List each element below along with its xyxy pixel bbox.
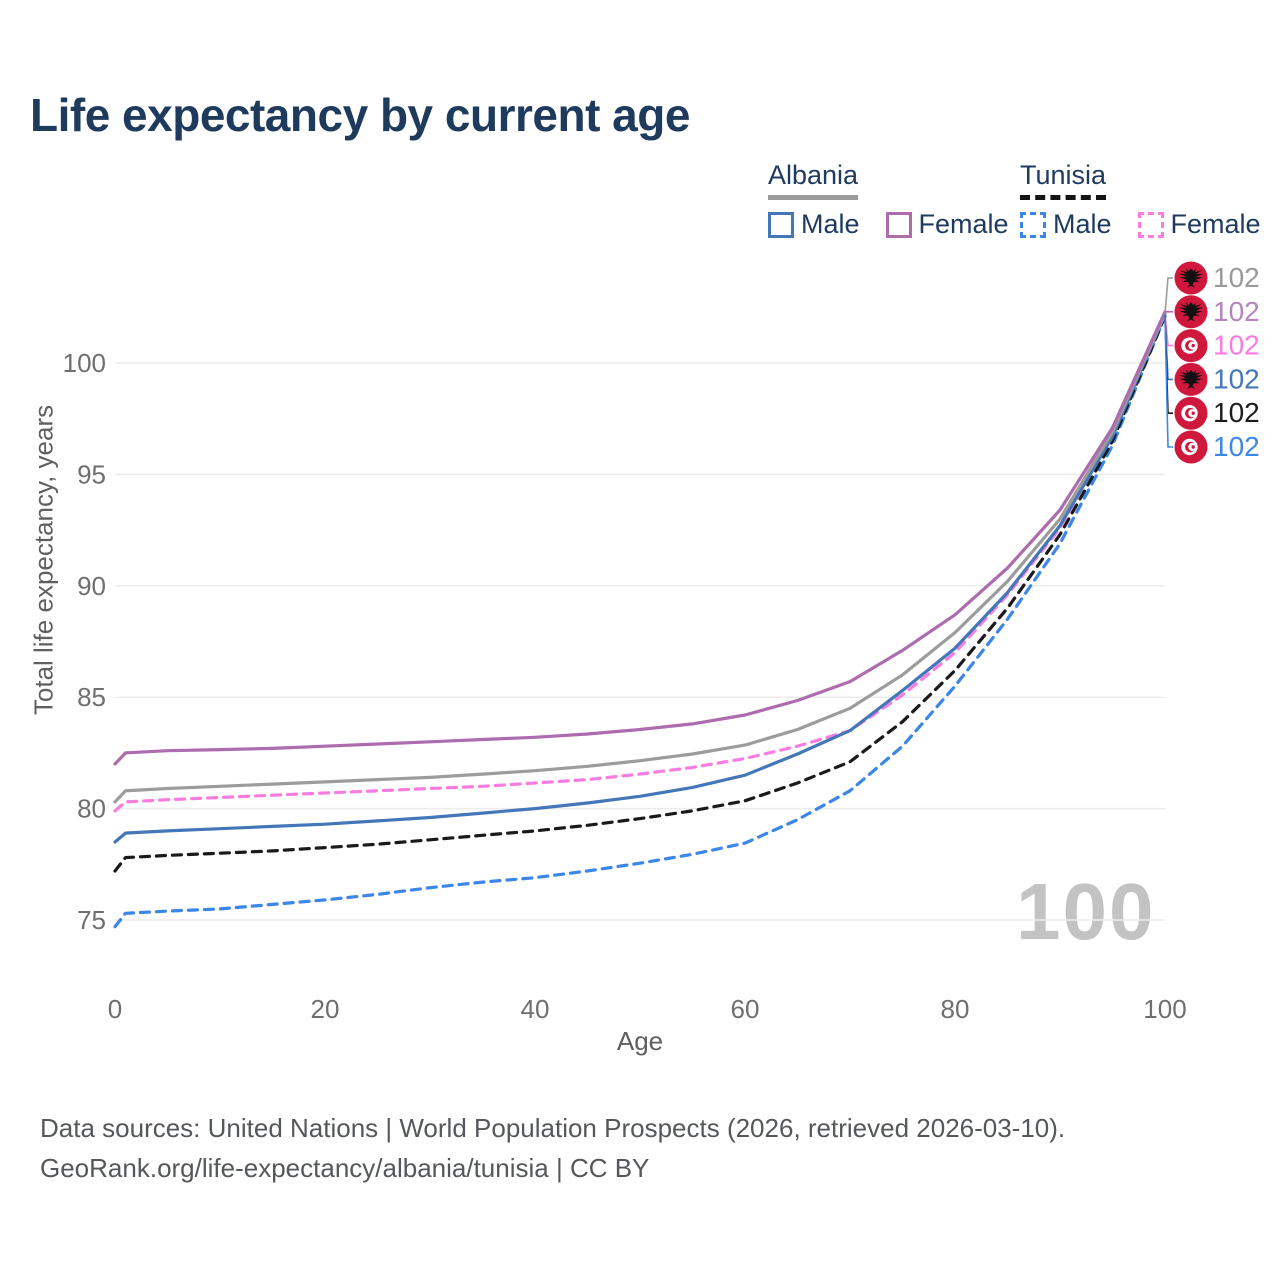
- leader-line-tunisia-male: [1164, 316, 1173, 448]
- series-line-albania-female: [113, 310, 1167, 766]
- x-tick-100: 100: [1143, 994, 1186, 1024]
- tunisia-star: [1191, 411, 1195, 415]
- legend-country-albania[interactable]: Albania: [768, 160, 859, 200]
- x-tick-20: 20: [311, 994, 340, 1024]
- y-tick-95: 95: [77, 459, 106, 489]
- x-tick-40: 40: [521, 994, 550, 1024]
- series-line-tunisia-total: [113, 314, 1167, 873]
- tunisia-star: [1191, 343, 1195, 348]
- albania-eagle-icon: [1179, 369, 1203, 389]
- end-value-albania-total: 102: [1213, 262, 1260, 293]
- y-tick-85: 85: [77, 682, 106, 712]
- leader-line-albania-total: [1164, 277, 1173, 315]
- x-tick-0: 0: [108, 994, 122, 1024]
- albania-eagle-icon: [1179, 302, 1203, 322]
- page-title: Life expectancy by current age: [30, 89, 690, 141]
- end-value-tunisia-total: 102: [1213, 397, 1260, 428]
- end-value-tunisia-female: 102: [1213, 330, 1260, 361]
- watermark-age-100: 100: [1016, 867, 1156, 956]
- legend-country-tunisia[interactable]: Tunisia: [1020, 160, 1107, 200]
- y-tick-90: 90: [77, 571, 106, 601]
- legend-group-albania: Albania Male Female: [768, 160, 1035, 240]
- y-tick-100: 100: [63, 348, 106, 378]
- end-value-tunisia-male: 102: [1213, 431, 1260, 462]
- legend-label-albania-male[interactable]: Male: [801, 209, 860, 239]
- x-tick-60: 60: [731, 994, 760, 1024]
- series-line-albania-male: [113, 312, 1167, 844]
- end-value-albania-male: 102: [1213, 363, 1260, 394]
- legend-label-tunisia-female[interactable]: Female: [1170, 209, 1261, 239]
- source-note: Data sources: United Nations | World Pop…: [40, 1108, 1065, 1188]
- series-line-albania-total: [113, 312, 1167, 804]
- legend-group-tunisia: Tunisia Male Female: [1020, 160, 1280, 240]
- source-line-2[interactable]: GeoRank.org/life-expectancy/albania/tuni…: [40, 1153, 650, 1183]
- legend-swatch-albania-male[interactable]: [768, 211, 794, 238]
- legend-swatch-tunisia-female[interactable]: [1137, 211, 1164, 238]
- albania-eagle-icon: [1179, 268, 1203, 288]
- series-line-tunisia-male: [113, 314, 1167, 929]
- y-tick-75: 75: [77, 905, 106, 935]
- legend-label-albania-female[interactable]: Female: [918, 209, 1009, 239]
- source-line-1: Data sources: United Nations | World Pop…: [40, 1113, 1066, 1143]
- legend-swatch-albania-female[interactable]: [885, 211, 912, 238]
- x-axis-title: Age: [616, 1026, 664, 1056]
- legend-label-tunisia-male[interactable]: Male: [1053, 209, 1112, 239]
- tunisia-star: [1191, 445, 1195, 449]
- x-tick-80: 80: [941, 994, 970, 1024]
- legend-swatch-tunisia-male[interactable]: [1020, 211, 1046, 238]
- end-value-albania-female: 102: [1213, 296, 1260, 327]
- series-line-tunisia-female: [113, 312, 1167, 813]
- y-tick-80: 80: [77, 794, 106, 824]
